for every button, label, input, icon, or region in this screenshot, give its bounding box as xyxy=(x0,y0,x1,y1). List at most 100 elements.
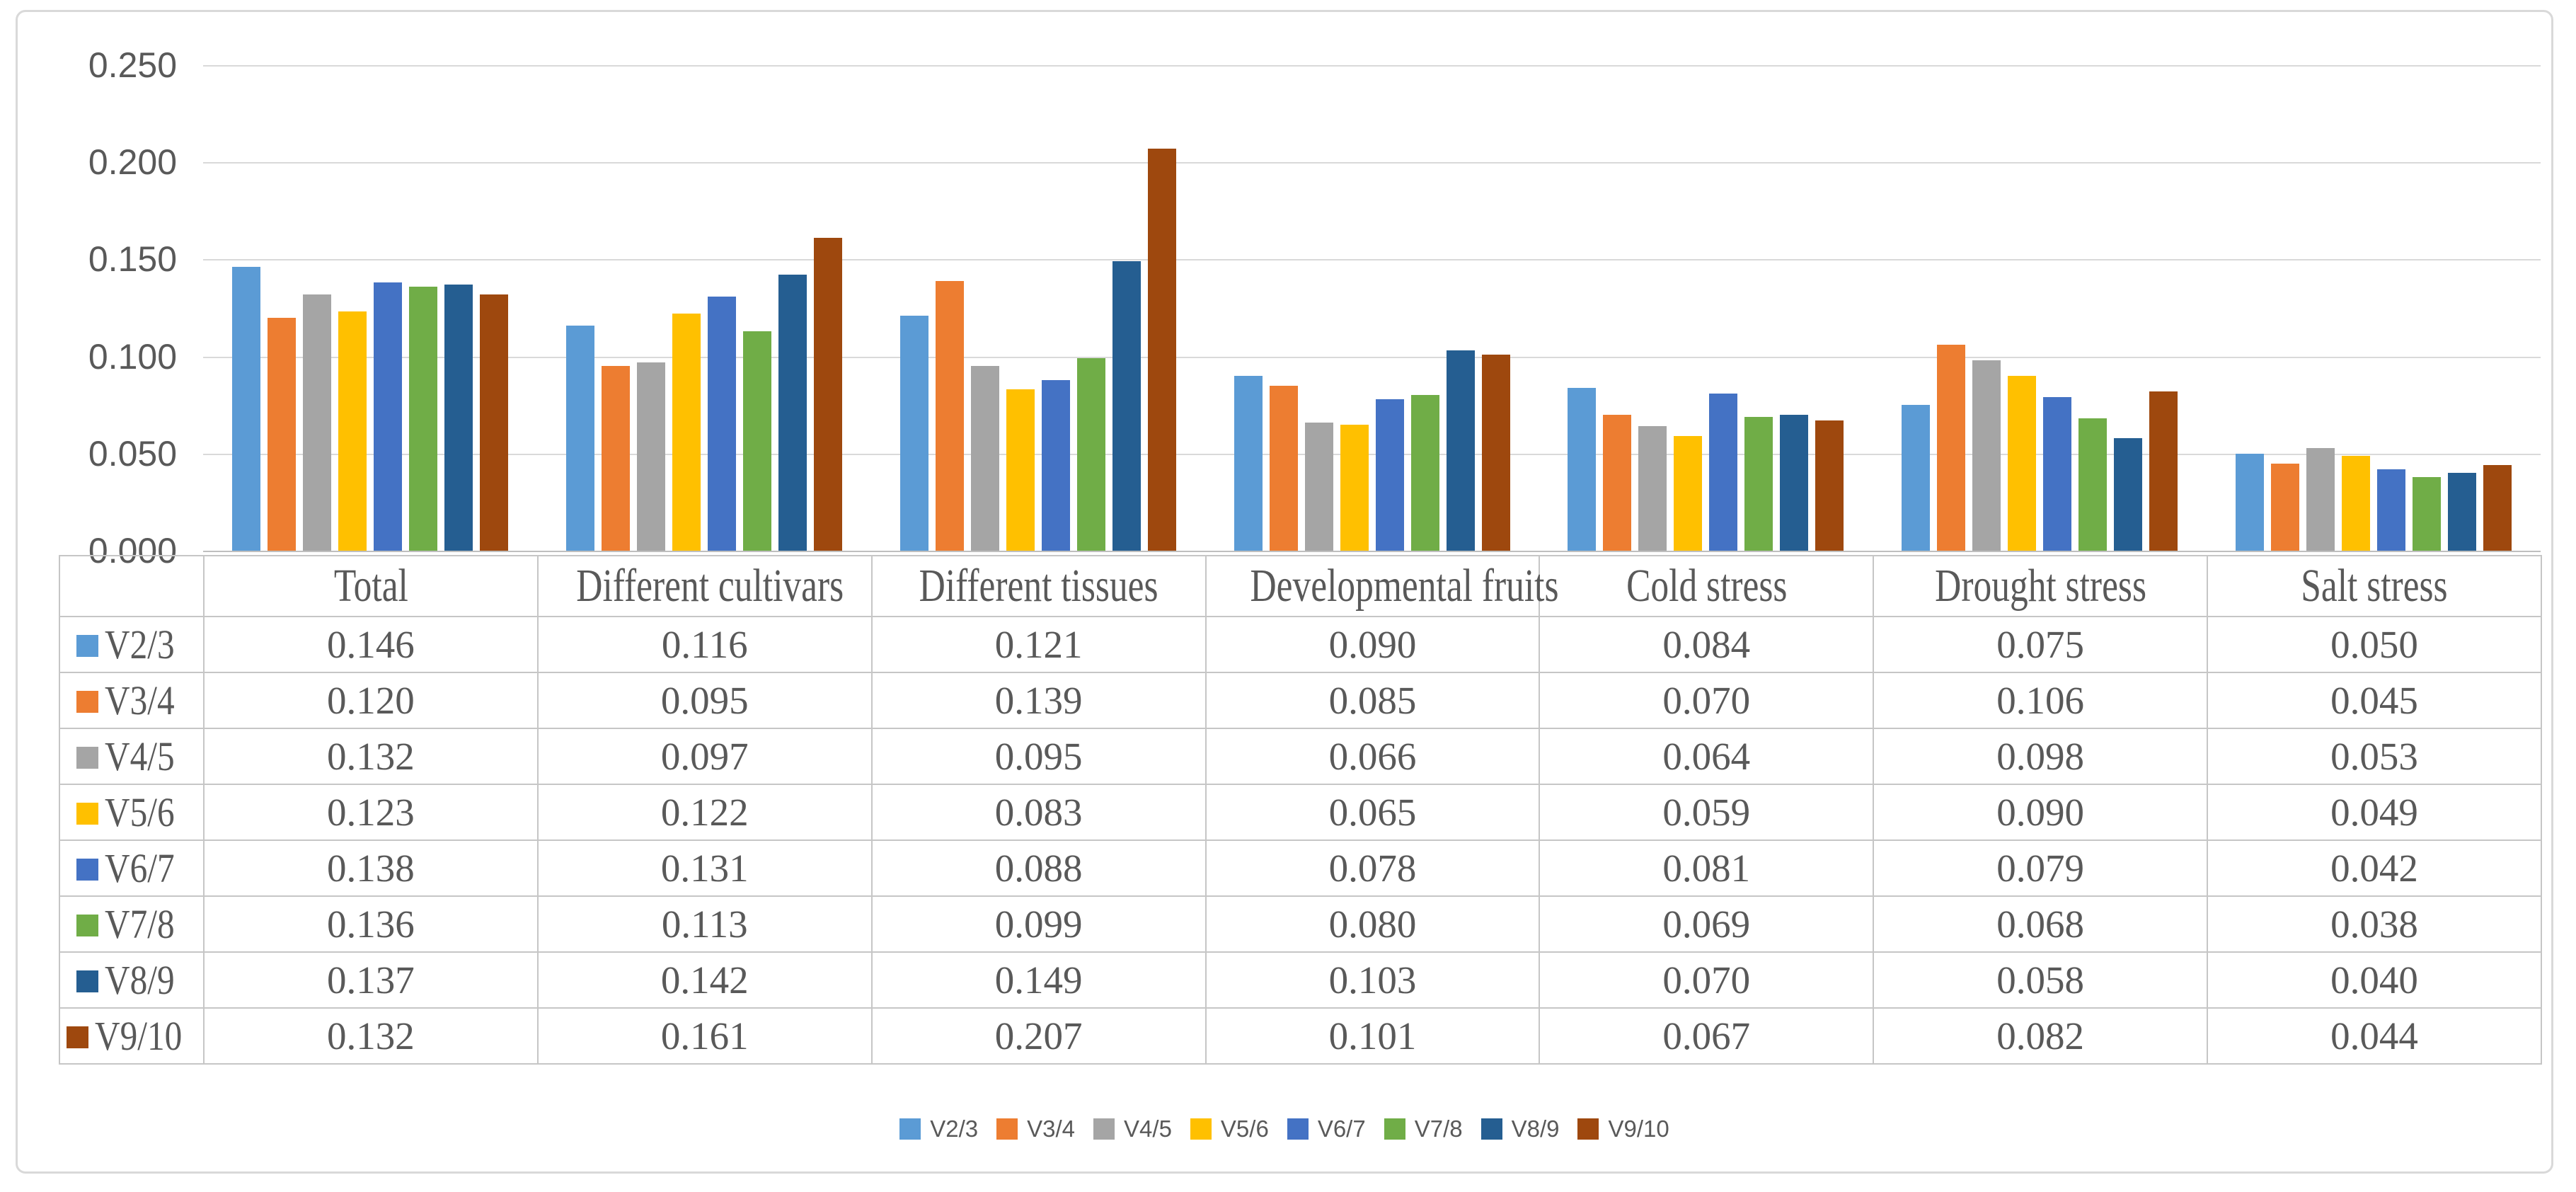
table-row: V8/9 0.137 0.142 0.149 0.103 0.070 0.058 0.040 xyxy=(59,951,2542,1009)
table-value-cell: 0.106 xyxy=(1873,672,2209,729)
series-key-swatch xyxy=(76,915,98,937)
bar-V7-8 xyxy=(2413,477,2442,551)
table-value-cell: 0.099 xyxy=(870,895,1207,953)
bar-V3-4 xyxy=(1937,345,1966,551)
legend-label: V2/3 xyxy=(930,1116,979,1142)
bar-V7-8 xyxy=(408,287,437,551)
table-value-cell: 0.136 xyxy=(203,895,539,953)
bar-V9-10 xyxy=(813,238,842,551)
table-value-cell: 0.122 xyxy=(536,784,873,841)
table-value-cell: 0.082 xyxy=(1873,1007,2209,1065)
bar-group xyxy=(203,65,537,551)
legend-swatch xyxy=(899,1118,921,1140)
series-label-cell: V5/6 xyxy=(59,784,205,841)
bar-V8-9 xyxy=(2114,438,2143,551)
table-value-cell: 0.042 xyxy=(2207,839,2542,897)
bar-group xyxy=(1873,65,2207,551)
table-value-cell: 0.116 xyxy=(536,616,873,673)
bar-V9-10 xyxy=(1815,420,1844,551)
series-label: V7/8 xyxy=(105,901,175,947)
table-value-cell: 0.078 xyxy=(1204,839,1541,897)
bar-V6-7 xyxy=(2377,469,2406,551)
table-value-cell: 0.132 xyxy=(203,1007,539,1065)
legend-item: V5/6 xyxy=(1190,1115,1269,1143)
chart-frame: 0.250 0.200 0.150 0.100 0.050 0.000 Total Diff… xyxy=(16,10,2553,1174)
bar-group xyxy=(537,65,871,551)
bar-V2-3 xyxy=(1902,405,1931,551)
table-value-cell: 0.207 xyxy=(870,1007,1207,1065)
table-header-cell: Cold stress xyxy=(1539,555,1875,617)
y-axis-tick-label: 0.050 xyxy=(88,433,177,474)
series-key-swatch xyxy=(76,970,98,993)
bar-V5-6 xyxy=(1674,436,1703,551)
table-row: V2/3 0.146 0.116 0.121 0.090 0.084 0.075 0.050 xyxy=(59,616,2542,673)
bar-V9-10 xyxy=(1481,355,1510,551)
table-value-cell: 0.058 xyxy=(1873,951,2209,1009)
bar-V3-4 xyxy=(935,281,964,551)
table-header-label: Cold stress xyxy=(1626,560,1787,612)
bar-V8-9 xyxy=(1446,350,1475,551)
table-value-cell: 0.138 xyxy=(203,839,539,897)
table-value-cell: 0.113 xyxy=(536,895,873,953)
series-label: V8/9 xyxy=(105,957,175,1003)
table-row: V4/5 0.132 0.097 0.095 0.066 0.064 0.098 0.053 xyxy=(59,728,2542,785)
legend-swatch xyxy=(1093,1118,1115,1140)
bar-V5-6 xyxy=(672,314,701,551)
bar-V6-7 xyxy=(2043,397,2072,551)
series-key-swatch xyxy=(76,691,98,714)
plot-area xyxy=(203,65,2541,551)
bar-V6-7 xyxy=(1375,399,1404,551)
series-key-swatch xyxy=(76,635,98,658)
table-value-cell: 0.149 xyxy=(870,951,1207,1009)
table-value-cell: 0.120 xyxy=(203,672,539,729)
y-axis-tick-label: 0.200 xyxy=(88,142,177,183)
legend-swatch xyxy=(1577,1118,1599,1140)
table-value-cell: 0.161 xyxy=(536,1007,873,1065)
series-label-cell: V3/4 xyxy=(59,672,205,729)
bar-V8-9 xyxy=(1112,261,1141,551)
bar-V7-8 xyxy=(1410,395,1439,551)
table-value-cell: 0.049 xyxy=(2207,784,2542,841)
bar-V7-8 xyxy=(1076,358,1105,551)
table-value-cell: 0.103 xyxy=(1204,951,1541,1009)
table-header-row: Total Different cultivars Different tissue… xyxy=(59,555,2542,617)
bar-V2-3 xyxy=(565,326,594,551)
series-label: V4/5 xyxy=(105,733,175,779)
table-header-label: Different cultivars xyxy=(576,560,844,612)
table-value-cell: 0.095 xyxy=(870,728,1207,785)
table-value-cell: 0.053 xyxy=(2207,728,2542,785)
legend-label: V8/9 xyxy=(1511,1116,1560,1142)
legend-item: V6/7 xyxy=(1287,1115,1366,1143)
bar-V6-7 xyxy=(1041,380,1070,551)
table-value-cell: 0.064 xyxy=(1539,728,1875,785)
bar-V2-3 xyxy=(231,267,260,551)
table-row: V5/6 0.123 0.122 0.083 0.065 0.059 0.090 0.049 xyxy=(59,784,2542,841)
table-header-cell: Drought stress xyxy=(1873,555,2209,617)
bar-V8-9 xyxy=(2448,473,2477,551)
bar-V3-4 xyxy=(1603,415,1632,551)
table-value-cell: 0.131 xyxy=(536,839,873,897)
legend-item: V9/10 xyxy=(1577,1115,1669,1143)
series-label: V2/3 xyxy=(105,621,175,667)
table-value-cell: 0.079 xyxy=(1873,839,2209,897)
legend-label: V5/6 xyxy=(1220,1116,1269,1142)
legend-item: V2/3 xyxy=(899,1115,978,1143)
table-header-cell: Salt stress xyxy=(2207,555,2542,617)
series-label-cell: V9/10 xyxy=(59,1007,205,1065)
table-value-cell: 0.142 xyxy=(536,951,873,1009)
bar-V9-10 xyxy=(2149,391,2178,551)
table-header-label: Total xyxy=(333,560,408,612)
legend-label: V6/7 xyxy=(1317,1116,1366,1142)
data-table: Total Different cultivars Different tissue… xyxy=(59,555,2542,1065)
table-value-cell: 0.139 xyxy=(870,672,1207,729)
bar-V3-4 xyxy=(267,318,296,551)
series-key-swatch xyxy=(76,803,98,825)
series-label-cell: V2/3 xyxy=(59,616,205,673)
table-value-cell: 0.067 xyxy=(1539,1007,1875,1065)
bar-V5-6 xyxy=(2342,456,2371,551)
bar-V6-7 xyxy=(1709,394,1738,551)
table-value-cell: 0.088 xyxy=(870,839,1207,897)
bar-V4-5 xyxy=(302,294,331,551)
table-header-label: Developmental fruits xyxy=(1250,560,1559,612)
table-value-cell: 0.083 xyxy=(870,784,1207,841)
